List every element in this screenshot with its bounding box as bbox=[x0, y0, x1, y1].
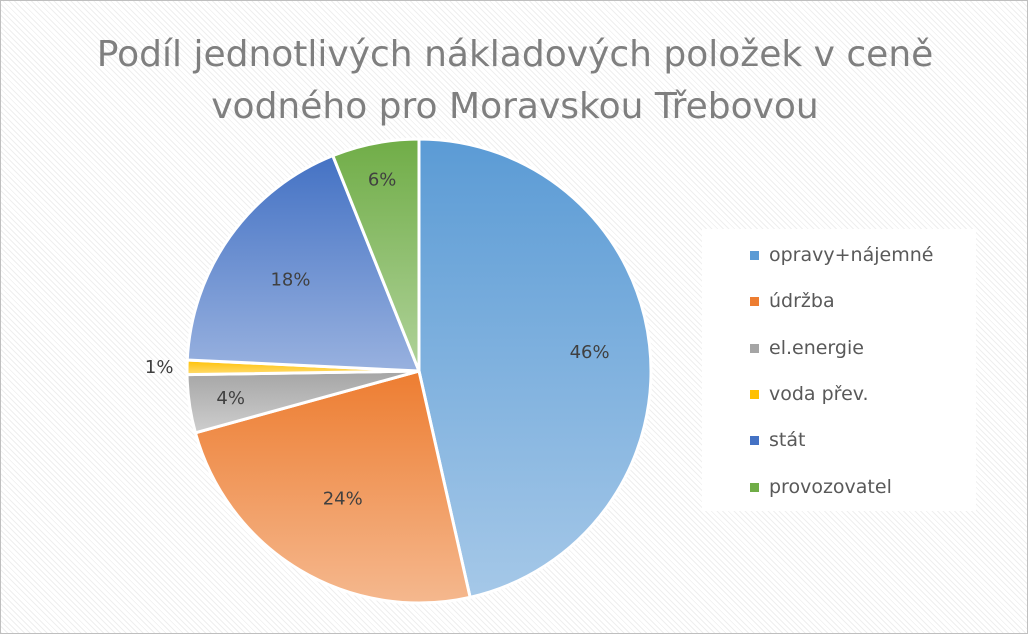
pie-slice-udrzba bbox=[193, 369, 472, 605]
legend-item-opravy-najemne: opravy+nájemné bbox=[750, 243, 933, 267]
legend-label: údržba bbox=[769, 290, 835, 312]
legend-item-voda-prev: voda přev. bbox=[750, 382, 869, 406]
chart-title-line-2: vodného pro Moravskou Třebovou bbox=[211, 86, 819, 127]
legend-swatch bbox=[750, 435, 759, 445]
legend-label: provozovatel bbox=[769, 476, 892, 498]
chart-title-line-1: Podíl jednotlivých nákladových položek v… bbox=[96, 34, 934, 75]
data-label-provozovatel: 6% bbox=[368, 170, 397, 191]
legend-item-el-energie: el.energie bbox=[750, 336, 864, 360]
legend-label: opravy+nájemné bbox=[769, 244, 934, 266]
data-label-opravy-najemne: 46% bbox=[570, 342, 610, 363]
legend-swatch bbox=[750, 250, 759, 260]
legend-label: el.energie bbox=[769, 337, 864, 359]
legend-label: voda přev. bbox=[769, 383, 869, 405]
legend-swatch bbox=[750, 343, 759, 353]
data-label-stat: 18% bbox=[270, 270, 310, 291]
legend-swatch bbox=[750, 296, 759, 306]
legend-item-stat: stát bbox=[750, 428, 805, 452]
legend-swatch bbox=[750, 389, 759, 399]
legend-item-provozovatel: provozovatel bbox=[750, 475, 892, 499]
chart-title: Podíl jednotlivých nákladových položek v… bbox=[1, 29, 1028, 133]
legend-swatch bbox=[750, 482, 759, 492]
pie-slice-opravy-najemne bbox=[417, 137, 653, 599]
pie-slice-stat bbox=[185, 154, 421, 373]
legend-item-udrzba: údržba bbox=[750, 289, 835, 313]
pie-slice-provozovatel bbox=[331, 137, 421, 373]
data-label-udrzba: 24% bbox=[323, 488, 363, 509]
data-label-el-energie: 4% bbox=[216, 388, 245, 409]
legend-label: stát bbox=[769, 429, 806, 451]
legend: opravy+nájemné údržba el.energie voda př… bbox=[702, 229, 976, 511]
data-label-voda-prev: 1% bbox=[145, 357, 174, 378]
